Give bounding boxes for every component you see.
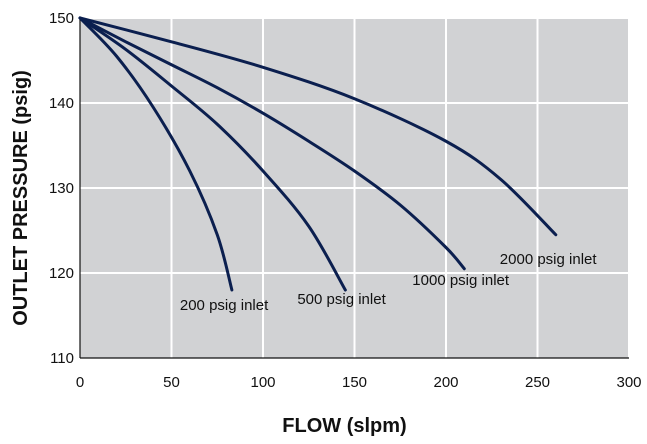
y-axis-title: OUTLET PRESSURE (psig): [10, 70, 32, 326]
y-tick-label: 140: [49, 95, 74, 112]
series-line-3: [78, 16, 558, 237]
y-tick-label: 150: [49, 10, 74, 27]
y-tick-label: 130: [49, 180, 74, 197]
x-tick-label: 250: [525, 374, 550, 391]
x-tick-label: 0: [76, 374, 84, 391]
x-tick-label: 300: [616, 374, 641, 391]
x-tick-label: 150: [342, 374, 367, 391]
x-axis-title: FLOW (slpm): [282, 415, 406, 437]
series-label-3: 2000 psig inlet: [500, 251, 598, 268]
x-axis-ticks: 0 50 100 150 200 250 300: [76, 374, 642, 391]
grid-lines: [79, 17, 630, 359]
x-tick-label: 50: [163, 374, 180, 391]
y-tick-label: 110: [50, 350, 74, 367]
y-axis-ticks: 110 120 130 140 150: [49, 10, 74, 367]
y-tick-label: 120: [49, 265, 74, 282]
series-label-0: 200 psig inlet: [180, 297, 269, 314]
series-line-1: [78, 16, 347, 292]
series-line-0: [78, 16, 234, 292]
series-labels: 200 psig inlet 500 psig inlet 1000 psig in…: [180, 251, 597, 314]
x-tick-label: 200: [433, 374, 458, 391]
series-label-2: 1000 psig inlet: [412, 272, 510, 289]
x-tick-label: 100: [250, 374, 275, 391]
series-label-1: 500 psig inlet: [297, 291, 386, 308]
series-line-2: [78, 16, 466, 271]
data-series: [78, 16, 558, 292]
